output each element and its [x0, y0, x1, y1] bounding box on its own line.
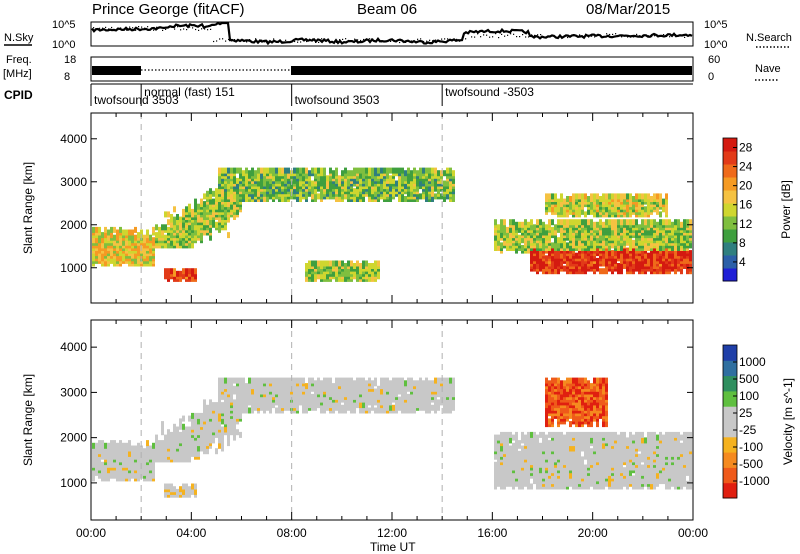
noise-left-tick-low: 10^0	[52, 39, 76, 51]
velocity-colorbar-swatch	[723, 406, 737, 422]
velocity-colorbar-swatch	[723, 375, 737, 392]
power-colorbar-label: Power [dB]	[779, 180, 793, 239]
velocity-colorbar-frame	[722, 344, 738, 499]
nave-label: Nave	[755, 63, 781, 75]
velocity-panel: 1000 2000 3000 4000 Slant Range [km] 1000 500 1…	[21, 319, 795, 521]
colorbar-tick-label: 12	[739, 217, 753, 231]
noise-panel	[90, 21, 694, 47]
freq-label: Freq.	[6, 54, 32, 66]
power-cells	[92, 167, 692, 282]
nsearch-label: N.Search	[746, 32, 792, 44]
time-axis-label: Time UT	[370, 540, 416, 554]
station-title: Prince George (fitACF)	[92, 1, 245, 18]
y-tick-label: 4000	[60, 132, 87, 146]
time-tick-label: 00:00	[76, 526, 106, 540]
velocity-colorbar-swatch	[723, 360, 737, 377]
power-colorbar-swatch	[723, 190, 737, 204]
velocity-colorbar-swatch	[723, 345, 737, 361]
y-tick-label: 1000	[60, 476, 87, 490]
time-tick-label: 08:00	[277, 526, 307, 540]
time-tick-label: 04:00	[176, 526, 206, 540]
time-tick-label: 16:00	[477, 526, 507, 540]
power-colorbar-swatch	[723, 268, 737, 282]
time-axis: 00:00 04:00 08:00 12:00 16:00 20:00 00:00	[76, 526, 708, 540]
velocity-colorbar-swatch	[723, 436, 737, 453]
cpid-segment-label: twofsound 3503	[295, 93, 380, 107]
power-colorbar-swatch	[723, 203, 737, 217]
velocity-colorbar-swatch	[723, 467, 737, 484]
power-colorbar-swatch	[723, 242, 737, 256]
colorbar-tick-label: 8	[739, 236, 746, 250]
velocity-colorbar-swatch	[723, 452, 737, 468]
beam-title: Beam 06	[357, 1, 417, 18]
freq-left-tick-low: 8	[64, 71, 70, 83]
colorbar-tick-label: 20	[739, 179, 753, 193]
power-panel: 1000 2000 3000 4000 Slant Range [km] 4 8 12 16 20…	[21, 112, 793, 304]
time-tick-label: 12:00	[377, 526, 407, 540]
noise-traces	[91, 21, 693, 46]
freq-trace-early	[92, 66, 141, 75]
colorbar-tick-label: 25	[739, 406, 753, 420]
colorbar-tick-label: 1000	[739, 355, 766, 369]
colorbar-tick-label: 4	[739, 255, 746, 269]
cpid-segment-label: twofsound 3503	[94, 93, 179, 107]
velocity-colorbar-label: Velocity [m s^-1]	[781, 378, 795, 465]
y-axis-label: Slant Range [km]	[21, 374, 35, 466]
velocity-cells	[92, 377, 692, 498]
freq-panel	[90, 56, 694, 82]
y-tick-label: 4000	[60, 340, 87, 354]
y-tick-label: 3000	[60, 385, 87, 399]
cpid-segment-label: twofsound -3503	[445, 85, 534, 99]
nsky-label: N.Sky	[4, 32, 34, 44]
y-tick-label: 3000	[60, 175, 87, 189]
colorbar-tick-label: 16	[739, 198, 753, 212]
nsky-trace	[91, 21, 693, 46]
noise-right-tick-high: 10^5	[704, 19, 728, 31]
colorbar-tick-label: -100	[739, 440, 763, 454]
nsearch-trace	[93, 26, 692, 44]
velocity-colorbar-swatch	[723, 421, 737, 438]
time-tick-label: 00:00	[678, 526, 708, 540]
power-colorbar-swatch	[723, 138, 737, 152]
power-colorbar-swatch	[723, 229, 737, 243]
velocity-colorbar-swatch	[723, 482, 737, 499]
time-tick-label: 20:00	[578, 526, 608, 540]
y-axis-label: Slant Range [km]	[21, 162, 35, 254]
freq-right-tick-low: 0	[708, 71, 714, 83]
freq-left-tick-high: 18	[64, 54, 76, 66]
y-tick-label: 1000	[60, 261, 87, 275]
freq-right-tick-high: 60	[708, 54, 720, 66]
power-colorbar-swatch	[723, 151, 737, 165]
power-colorbar-frame	[722, 137, 738, 282]
colorbar-tick-label: -500	[739, 457, 763, 471]
freq-unit-label: [MHz]	[3, 68, 32, 80]
power-colorbar-swatch	[723, 216, 737, 230]
colorbar-tick-label: -25	[739, 423, 757, 437]
colorbar-tick-label: 24	[739, 160, 753, 174]
y-tick-label: 2000	[60, 431, 87, 445]
colorbar-tick-label: 28	[739, 141, 753, 155]
date-title: 08/Mar/2015	[586, 1, 670, 18]
power-colorbar-swatch	[723, 177, 737, 191]
colorbar-tick-label: -1000	[739, 474, 770, 488]
velocity-colorbar-swatch	[723, 390, 737, 407]
y-tick-label: 2000	[60, 218, 87, 232]
freq-trace-late	[291, 66, 692, 75]
power-colorbar-swatch	[723, 164, 737, 178]
power-colorbar-swatch	[723, 255, 737, 269]
noise-left-tick-high: 10^5	[52, 19, 76, 31]
colorbar-tick-label: 500	[739, 372, 759, 386]
cpid-segment-label: normal (fast) 151	[144, 85, 235, 99]
cpid-label: CPID	[4, 88, 33, 102]
noise-right-tick-low: 10^0	[704, 39, 728, 51]
colorbar-tick-label: 100	[739, 389, 759, 403]
